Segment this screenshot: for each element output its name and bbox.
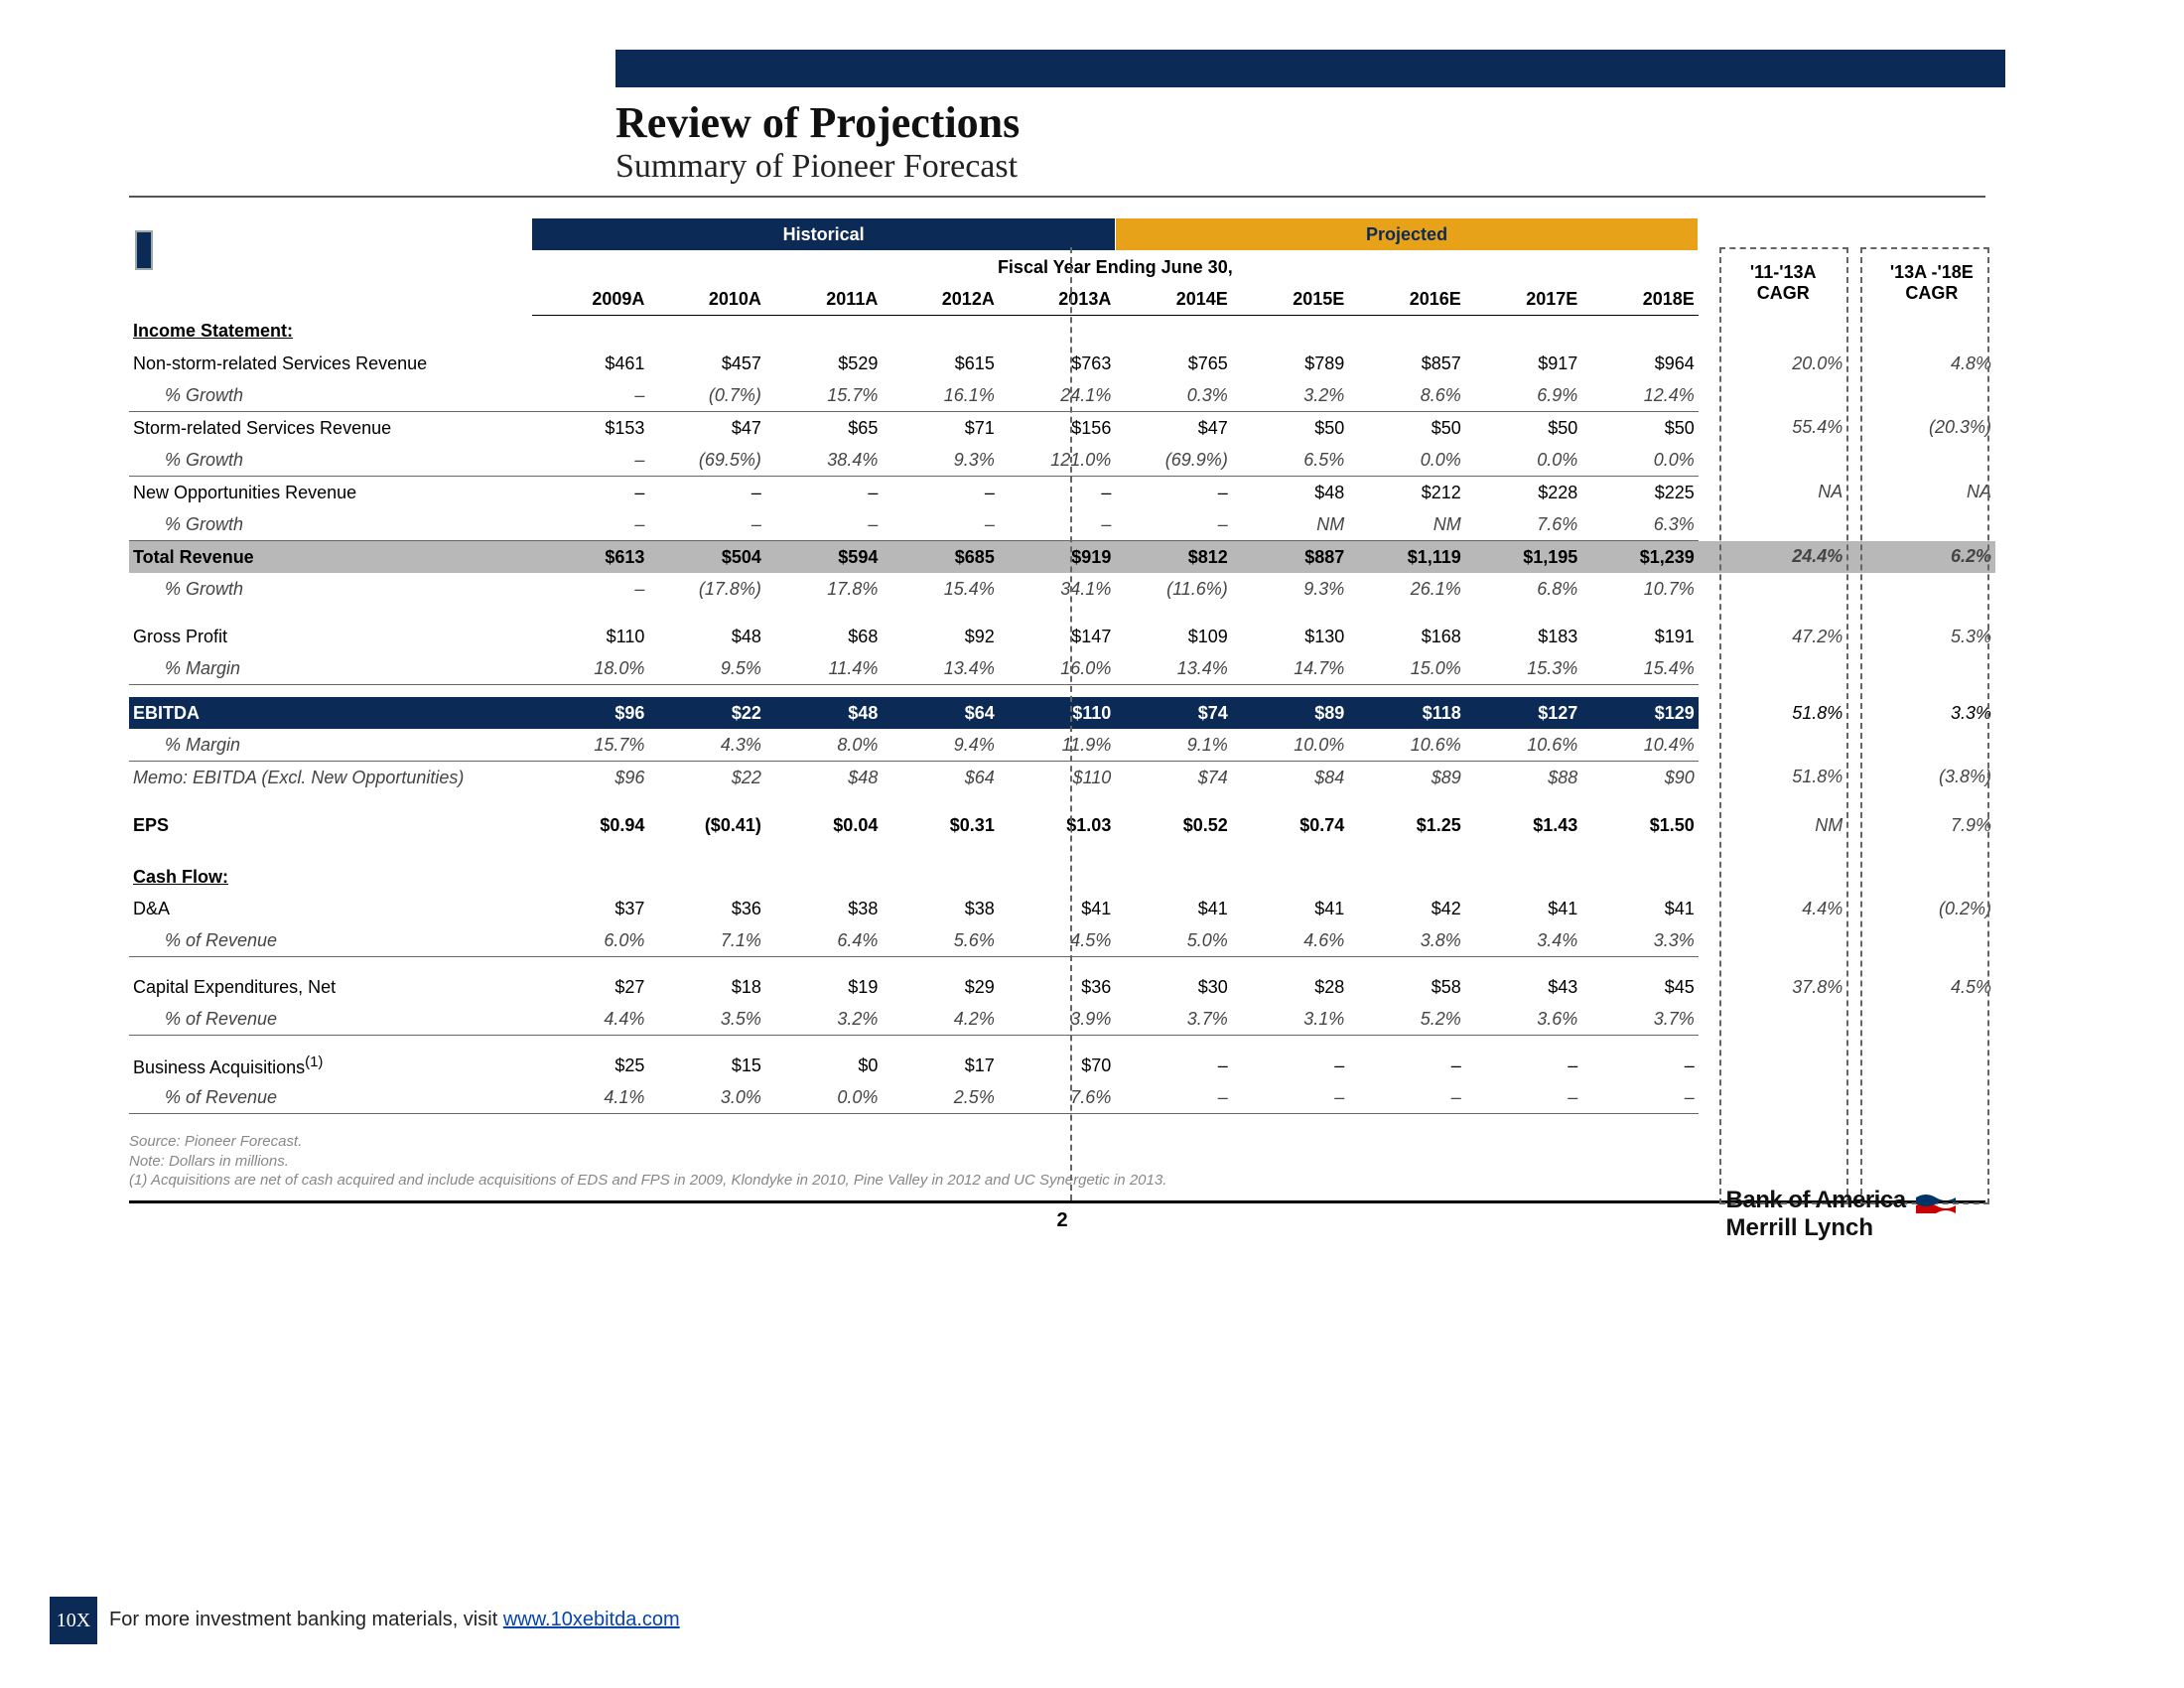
row-nsrg: % Growth–(0.7%)15.7%16.1%24.1%0.3%3.2%8.… (129, 379, 1995, 412)
historical-band: Historical (532, 218, 1115, 251)
spacer (129, 605, 1995, 621)
logo-line2: Merrill Lynch (1726, 1214, 1873, 1241)
row-ebm: % Margin15.7%4.3%8.0%9.4%11.9%9.1%10.0%1… (129, 729, 1995, 762)
ba-label: Business Acquisitions (133, 1057, 305, 1077)
row-srg: % Growth–(69.5%)38.4%9.3%121.0%(69.9%)6.… (129, 444, 1995, 477)
table-wrap: Historical Projected Fiscal Year Ending … (129, 217, 1995, 1232)
title-rule (129, 196, 1985, 198)
cagr2-header: '13A -'18E CAGR (1868, 251, 1995, 316)
ba-sup: (1) (305, 1054, 323, 1070)
row-gpm: % Margin18.0%9.5%11.4%13.4%16.0%13.4%14.… (129, 652, 1995, 685)
row-nor: New Opportunities Revenue––––––$48$212$2… (129, 477, 1995, 509)
yr: 2013A (999, 283, 1116, 316)
yr: 2011A (765, 283, 882, 316)
spacer (129, 685, 1995, 698)
financial-table: Historical Projected Fiscal Year Ending … (129, 217, 1995, 1114)
spacer (129, 793, 1995, 809)
yr: 2014E (1115, 283, 1231, 316)
top-navy-bar (615, 50, 2005, 87)
years-row: 2009A 2010A 2011A 2012A 2013A 2014E 2015… (129, 283, 1995, 316)
row-total-revenue: Total Revenue$613$504$594$685$919$812$88… (129, 541, 1995, 574)
yr: 2010A (648, 283, 764, 316)
spacer (129, 1036, 1995, 1051)
row-trg: % Growth–(17.8%)17.8%15.4%34.1%(11.6%)9.… (129, 573, 1995, 605)
logo-line1: Bank of America (1726, 1187, 1906, 1213)
row-gp: Gross Profit$110$48$68$92$147$109$130$16… (129, 621, 1995, 652)
page-title: Review of Projections (615, 97, 2055, 148)
slide-page: Review of Projections Summary of Pioneer… (129, 50, 2055, 1232)
cagr1-header: '11-'13A CAGR (1719, 251, 1846, 316)
row-nsr: Non-storm-related Services Revenue$461$4… (129, 348, 1995, 379)
bottom-rule (129, 1200, 1985, 1203)
fiscal-year-label: Fiscal Year Ending June 30, (532, 251, 1699, 284)
income-header: Income Statement: (129, 316, 1995, 349)
title-area: Review of Projections Summary of Pioneer… (615, 97, 2055, 186)
spacer (129, 957, 1995, 972)
row-norg: % Growth––––––NMNM7.6%6.3% (129, 508, 1995, 541)
page-subtitle: Summary of Pioneer Forecast (615, 148, 2055, 186)
row-dap: % of Revenue6.0%7.1%6.4%5.6%4.5%5.0%4.6%… (129, 924, 1995, 957)
spacer (129, 841, 1995, 861)
yr: 2017E (1465, 283, 1581, 316)
yr: 2015E (1232, 283, 1348, 316)
row-eps: EPS$0.94($0.41)$0.04$0.31$1.03$0.52$0.74… (129, 809, 1995, 841)
row-da: D&A$37$36$38$38$41$41$41$42$41$414.4%(0.… (129, 893, 1995, 924)
band-row: Historical Projected (129, 218, 1995, 251)
row-ba: Business Acquisitions(1)$25$15$0$17$70––… (129, 1050, 1995, 1081)
row-capp: % of Revenue4.4%3.5%3.2%4.2%3.9%3.7%3.1%… (129, 1003, 1995, 1036)
page-number: 2 (129, 1209, 1995, 1232)
yr: 2018E (1581, 283, 1699, 316)
footnote-note: Note: Dollars in millions. (129, 1152, 1995, 1172)
fiscal-row: Fiscal Year Ending June 30, '11-'13A CAG… (129, 251, 1995, 284)
row-ebitda: EBITDA$96$22$48$64$110$74$89$118$127$129… (129, 697, 1995, 729)
cashflow-header: Cash Flow: (129, 861, 1995, 893)
row-cap: Capital Expenditures, Net$27$18$19$29$36… (129, 971, 1995, 1003)
footnote-1: (1) Acquisitions are net of cash acquire… (129, 1171, 1995, 1191)
row-memo: Memo: EBITDA (Excl. New Opportunities)$9… (129, 762, 1995, 794)
footnotes: Source: Pioneer Forecast. Note: Dollars … (129, 1132, 1995, 1191)
iox-logo: 10X (50, 1597, 97, 1644)
yr: 2016E (1348, 283, 1464, 316)
footer-link[interactable]: www.10xebitda.com (503, 1609, 680, 1630)
yr: 2009A (532, 283, 648, 316)
projected-band: Projected (1115, 218, 1698, 251)
row-sr: Storm-related Services Revenue$153$47$65… (129, 412, 1995, 445)
bofa-logo: Bank of America Merrill Lynch (1726, 1187, 1956, 1242)
outside-footer: For more investment banking materials, v… (109, 1609, 680, 1631)
footnote-source: Source: Pioneer Forecast. (129, 1132, 1995, 1152)
flag-icon (1916, 1192, 1956, 1213)
row-bap: % of Revenue4.1%3.0%0.0%2.5%7.6%––––– (129, 1081, 1995, 1114)
yr: 2012A (882, 283, 998, 316)
footer-text: For more investment banking materials, v… (109, 1609, 503, 1630)
